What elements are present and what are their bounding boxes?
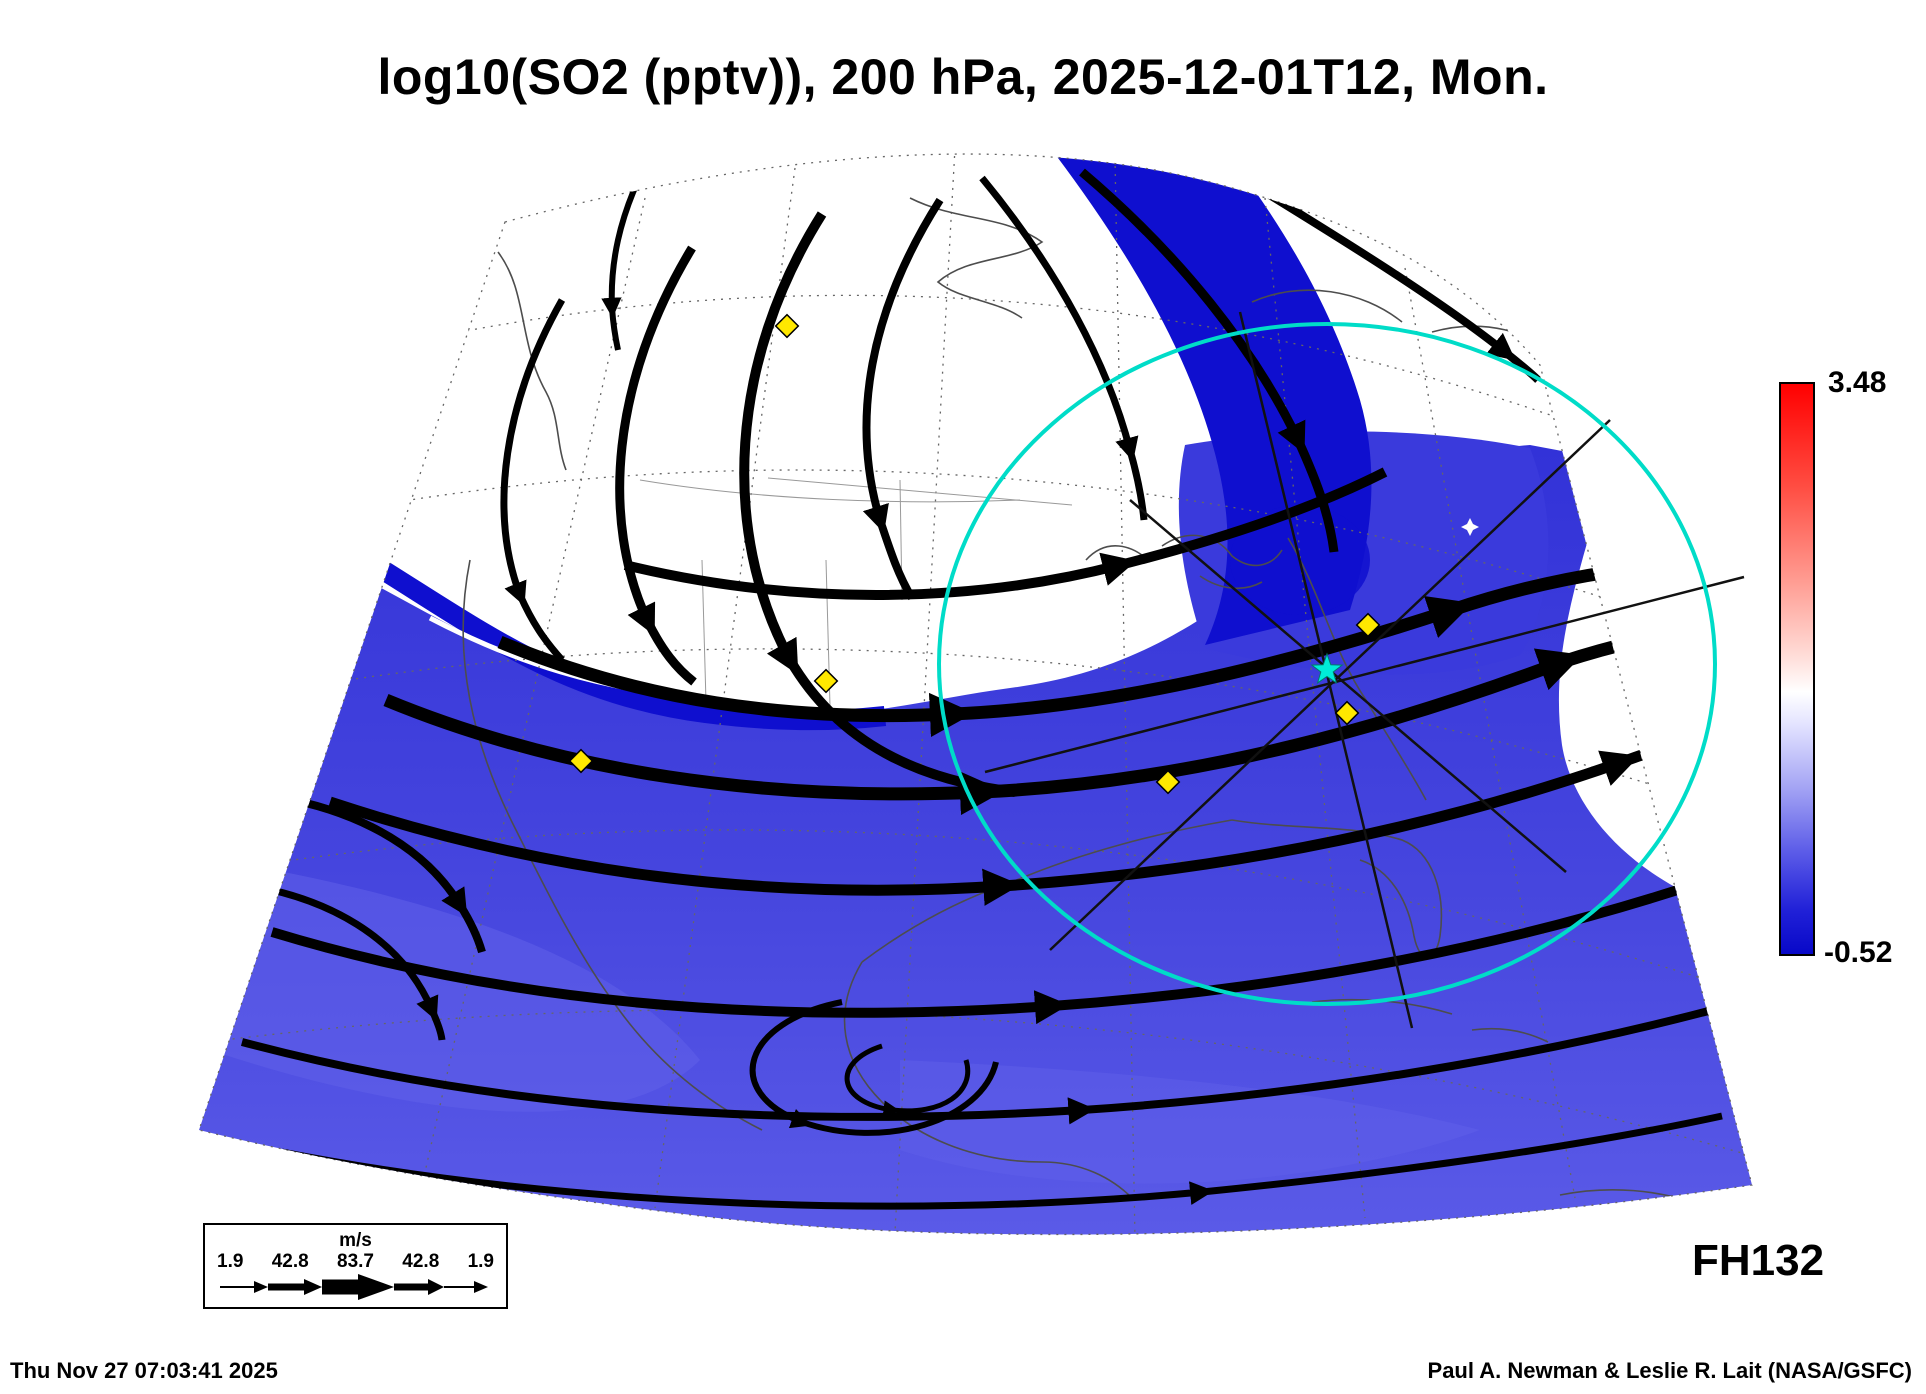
station-markers xyxy=(568,313,1381,795)
credit-text: Paul A. Newman & Leslie R. Lait (NASA/GS… xyxy=(1427,1358,1912,1383)
wind-scale-arrow-icon xyxy=(219,1274,488,1300)
city-star-icon xyxy=(1461,518,1479,536)
colorbar-max-label: 3.48 xyxy=(1828,366,1887,399)
city-star-markers xyxy=(1461,396,1487,536)
range-circle xyxy=(937,322,1717,1006)
colorbar xyxy=(1779,382,1815,956)
colorbar-min-label: -0.52 xyxy=(1824,936,1893,969)
wind-speed-legend: m/s 1.9 42.8 83.7 42.8 1.9 xyxy=(203,1223,508,1309)
generated-timestamp: Thu Nov 27 07:03:41 2025 xyxy=(10,1358,278,1383)
wind-legend-tick: 1.9 xyxy=(467,1251,494,1272)
map-domain-edge xyxy=(198,153,1753,1236)
forecast-hour-label: FH132 xyxy=(1692,1236,1825,1285)
station-diamond-icon xyxy=(568,748,594,774)
station-diamond-icon xyxy=(1155,769,1181,795)
so2-light-contour-1 xyxy=(210,860,700,1112)
so2-light-contour-2 xyxy=(900,1060,1480,1184)
city-star-icon xyxy=(1469,396,1487,414)
wind-legend-ticks: 1.9 42.8 83.7 42.8 1.9 xyxy=(205,1251,506,1273)
wind-legend-tick: 1.9 xyxy=(217,1251,244,1272)
figure-title: log10(SO2 (pptv)), 200 hPa, 2025-12-01T1… xyxy=(377,49,1549,105)
wind-legend-units-label: m/s xyxy=(339,1230,372,1251)
station-diamond-icon xyxy=(774,313,800,339)
station-diamond-icon xyxy=(813,668,839,694)
so2-field xyxy=(199,154,1752,1235)
wind-legend-tick: 42.8 xyxy=(402,1251,440,1272)
source-star-icon xyxy=(1310,652,1344,685)
station-diamond-icon xyxy=(1355,612,1381,638)
wind-legend-tick: 42.8 xyxy=(271,1251,309,1272)
station-diamond-icon xyxy=(1334,700,1360,726)
wind-legend-tick: 83.7 xyxy=(337,1251,374,1272)
